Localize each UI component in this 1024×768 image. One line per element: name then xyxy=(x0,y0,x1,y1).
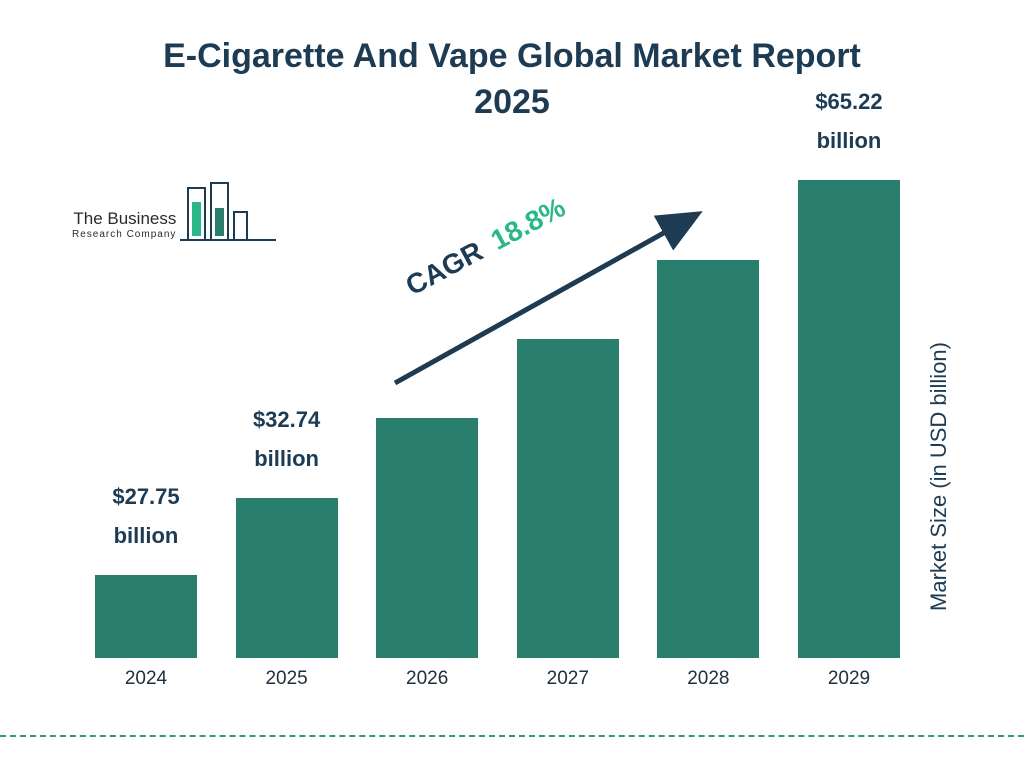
bottom-dashed-divider xyxy=(0,735,1024,737)
chart-bar-2028 xyxy=(657,260,760,658)
bars-container: $27.75 billion 2024 $32.74 billion 2025 2026 20… xyxy=(95,83,900,690)
value-label-2025: $32.74 billion xyxy=(252,407,321,471)
bar-group-2028: 2028 xyxy=(657,260,760,690)
company-logo: The Business Research Company xyxy=(72,182,280,248)
value-label-2024: $27.75 billion xyxy=(112,484,180,548)
bar-group-2026: 2026 xyxy=(376,418,479,690)
company-subname: Research Company xyxy=(72,229,177,240)
x-axis-label-2027: 2027 xyxy=(546,668,589,689)
chart-bar-2024 xyxy=(95,575,197,658)
bar-chart-logo-icon xyxy=(180,182,277,241)
company-name: The Business xyxy=(73,209,177,228)
bar-group-2024: $27.75 billion 2024 xyxy=(95,478,197,690)
x-axis-label-2028: 2028 xyxy=(687,668,730,689)
chart-bar-2029 xyxy=(797,180,900,658)
bar-group-2029: $65.22 billion 2029 xyxy=(797,83,900,690)
page-title-line1: E-Cigarette And Vape Global Market Repor… xyxy=(163,37,861,75)
y-axis-label: Market Size (in USD billion) xyxy=(926,342,951,611)
bar-group-2027: 2027 xyxy=(516,339,619,690)
chart-bar-2026 xyxy=(376,418,479,658)
company-logo-text: The Business Research Company xyxy=(72,209,176,248)
chart-bar-2027 xyxy=(516,339,619,658)
bar-group-2025: $32.74 billion 2025 xyxy=(235,401,338,690)
x-axis-label-2029: 2029 xyxy=(827,668,871,689)
x-axis-label-2025: 2025 xyxy=(265,668,308,689)
page-title-line2: 2025 xyxy=(474,82,550,121)
x-axis-label-2024: 2024 xyxy=(124,668,168,689)
value-label-2029: $65.22 billion xyxy=(815,89,883,153)
page-title: E-Cigarette And Vape Global Market Repor… xyxy=(0,34,1024,126)
chart-bar-2025 xyxy=(235,498,338,658)
x-axis-label-2026: 2026 xyxy=(406,668,449,689)
